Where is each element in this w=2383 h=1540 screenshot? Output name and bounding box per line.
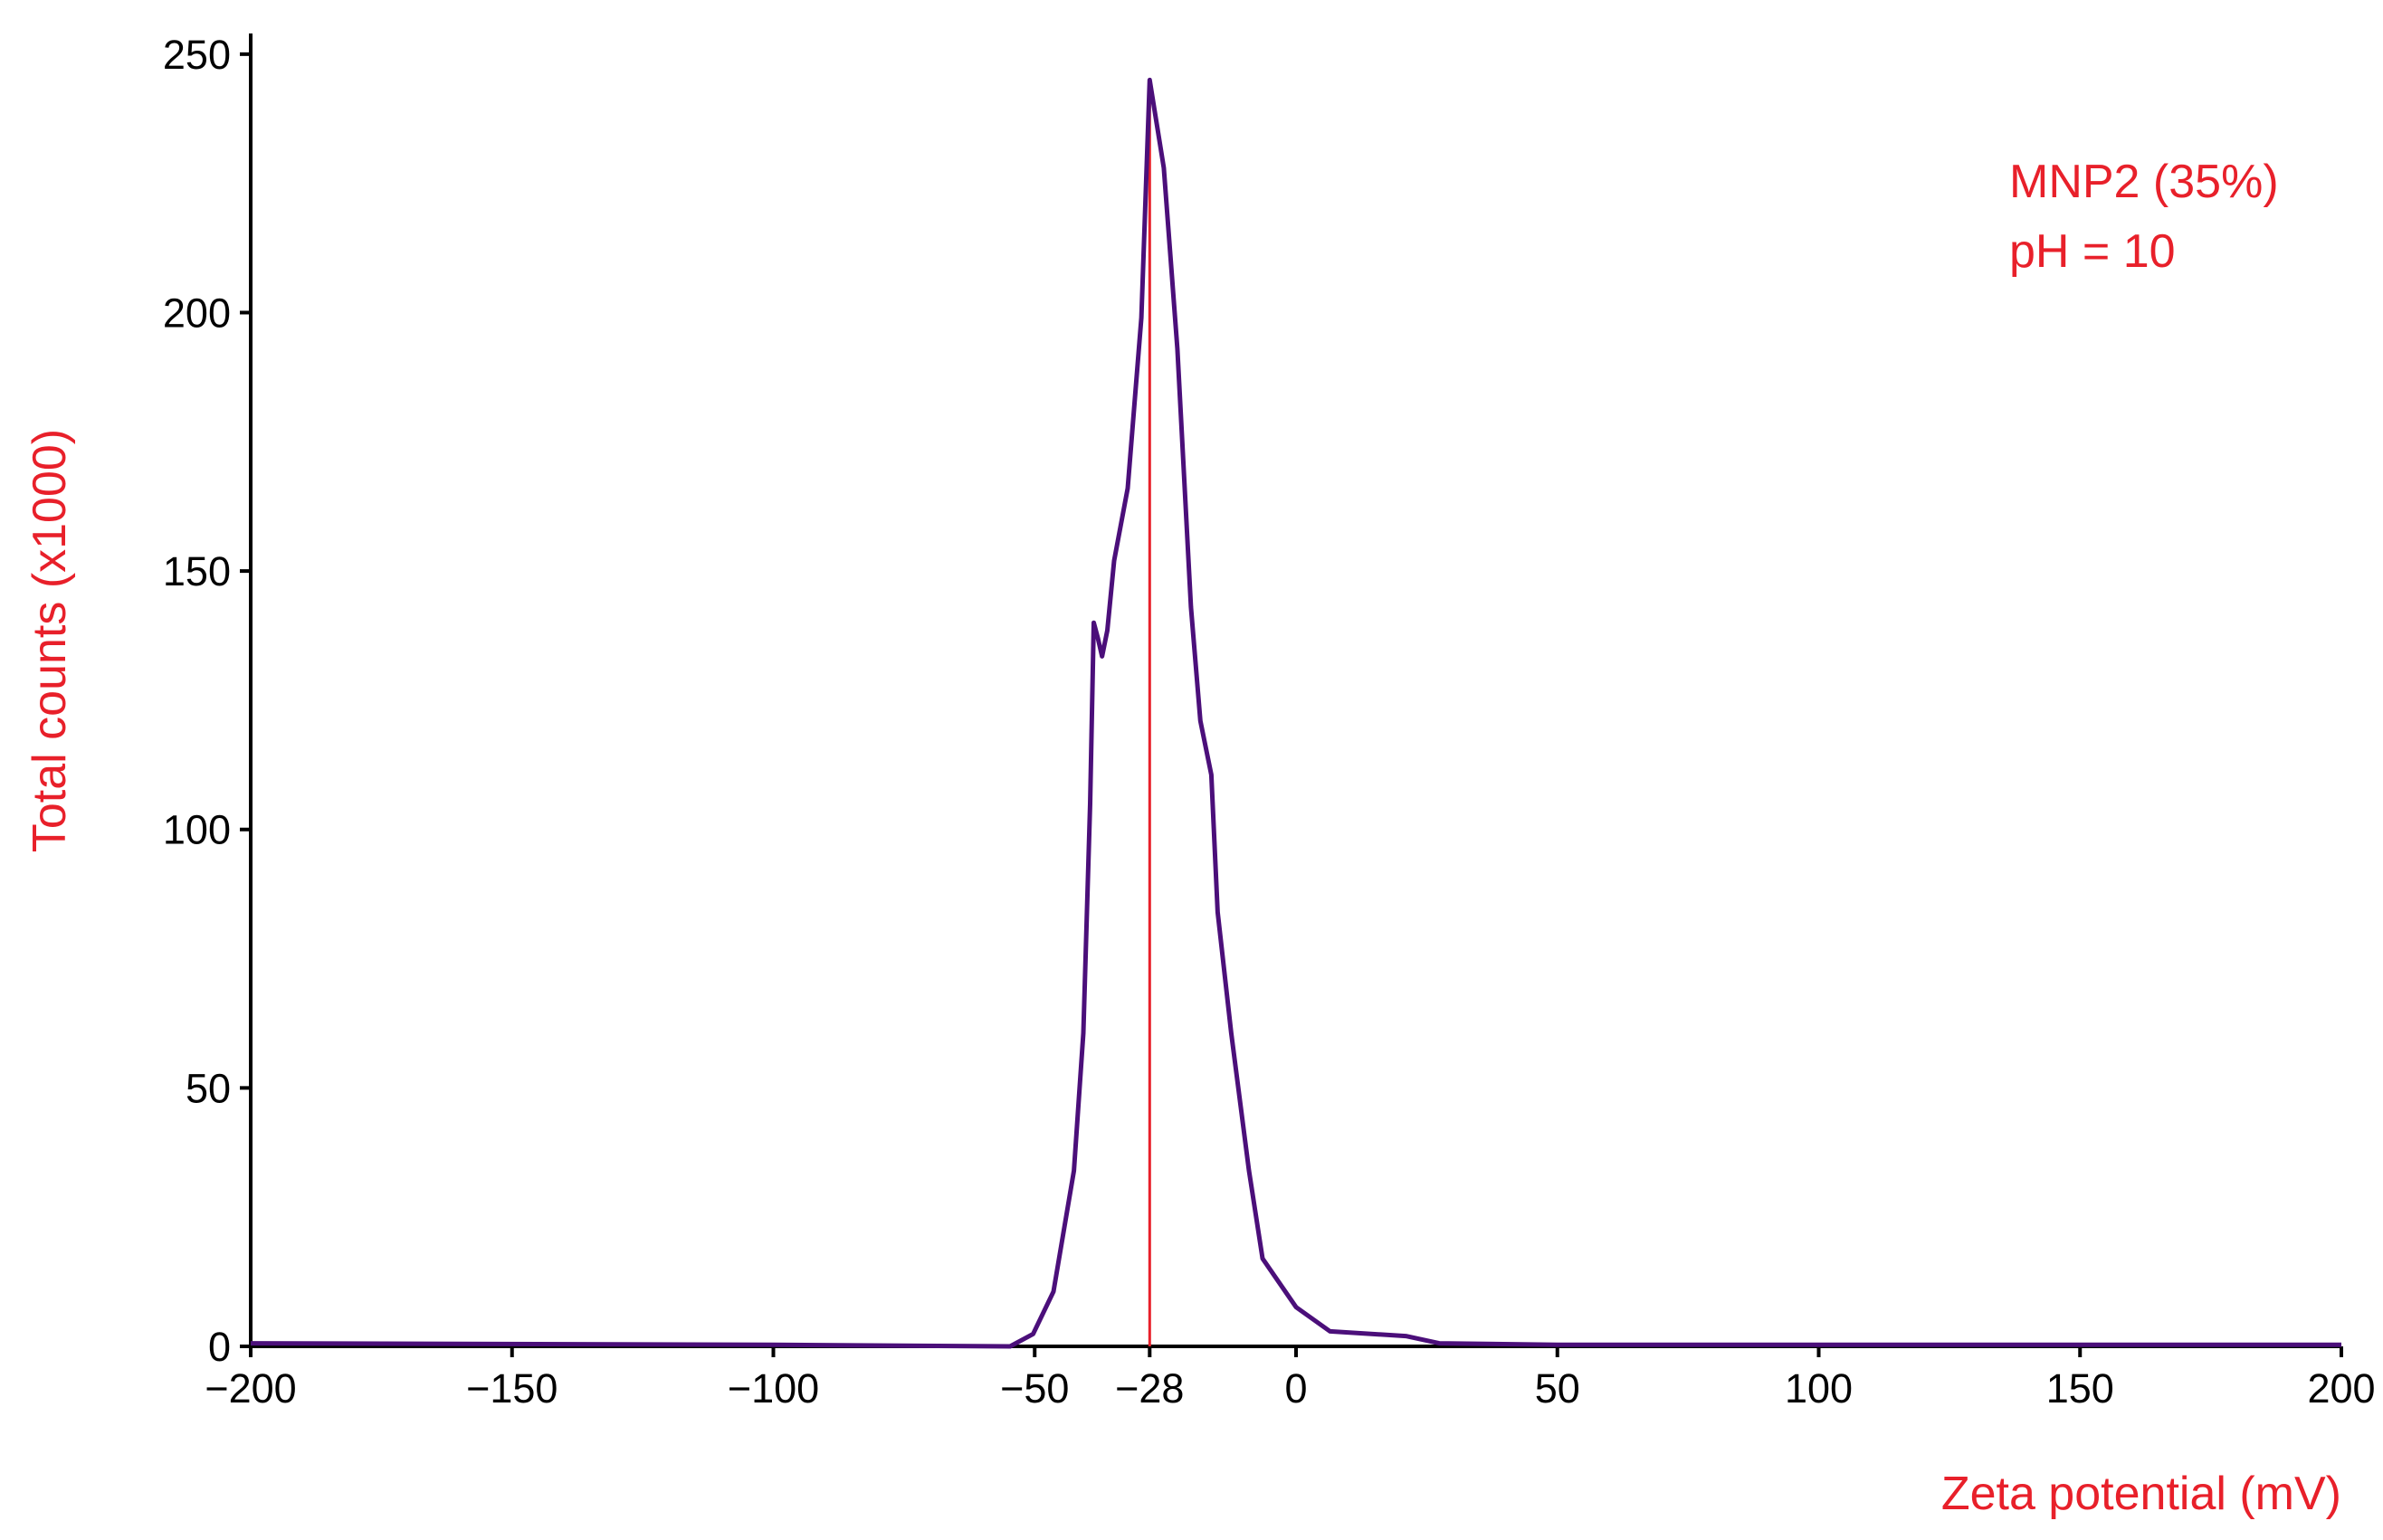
annotation: MNP2 (35%) xyxy=(2009,156,2279,208)
annotation: pH = 10 xyxy=(2009,225,2176,278)
y-tick-label: 50 xyxy=(186,1065,231,1111)
x-tick-label: −28 xyxy=(1115,1365,1184,1412)
y-tick-label: 250 xyxy=(163,32,231,78)
x-tick-label: −200 xyxy=(205,1365,296,1412)
x-tick-label: −50 xyxy=(1000,1365,1069,1412)
y-tick-label: 0 xyxy=(208,1324,231,1370)
y-tick-label: 100 xyxy=(163,807,231,853)
x-tick-label: 0 xyxy=(1284,1365,1307,1412)
x-tick-label: −100 xyxy=(728,1365,819,1412)
data-line xyxy=(250,77,2341,1349)
y-tick-label: 150 xyxy=(163,548,231,594)
y-tick-label: 200 xyxy=(163,290,231,336)
x-tick-label: 200 xyxy=(2307,1365,2375,1412)
x-tick-label: 50 xyxy=(1535,1365,1580,1412)
y-axis-label: Total counts (x1000) xyxy=(24,429,76,852)
x-axis-label: Zeta potential (mV) xyxy=(1941,1468,2341,1520)
x-tick-label: −150 xyxy=(466,1365,558,1412)
x-tick-label: 100 xyxy=(1785,1365,1853,1412)
x-tick-label: 150 xyxy=(2046,1365,2114,1412)
